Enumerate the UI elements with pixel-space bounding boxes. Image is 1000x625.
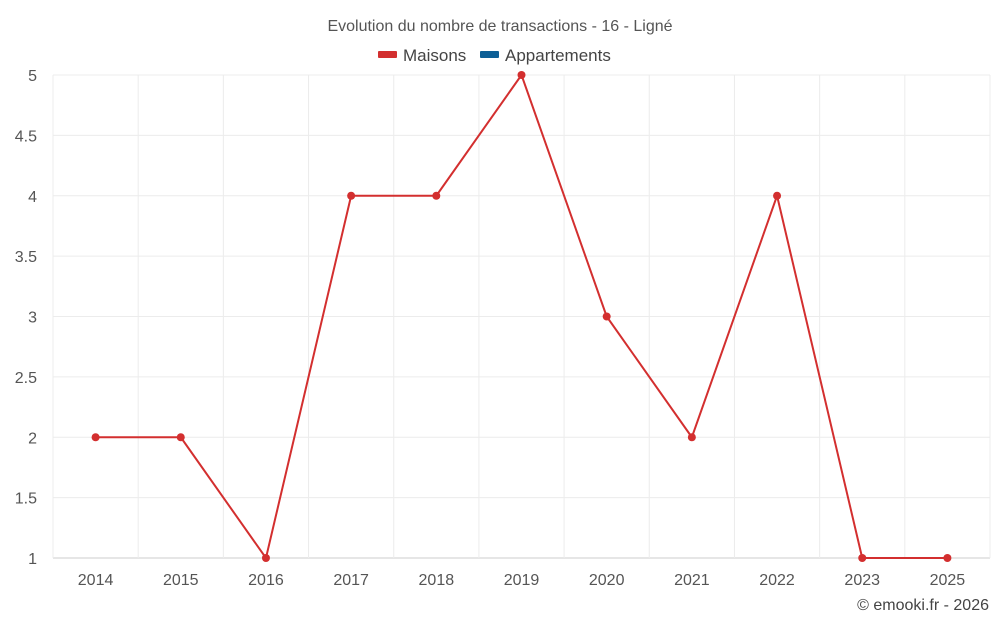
data-point-maisons[interactable] [858,554,867,562]
legend-swatch-appartements [480,51,499,58]
chart-title: Evolution du nombre de transactions - 16… [327,18,672,35]
y-tick-label: 3 [28,310,37,327]
data-point-maisons[interactable] [91,433,100,442]
y-tick-label: 1 [28,551,37,568]
data-point-maisons[interactable] [432,191,441,200]
data-point-maisons[interactable] [687,433,696,442]
grid [52,74,991,559]
y-tick-label: 3.5 [15,249,37,266]
x-tick-label: 2018 [419,572,455,589]
x-tick-label: 2023 [844,572,880,589]
data-point-maisons[interactable] [773,191,782,200]
x-tick-label: 2020 [589,572,625,589]
y-tick-label: 2.5 [15,370,37,387]
x-tick-label: 2015 [163,572,199,589]
y-tick-label: 4 [28,189,37,206]
y-tick-label: 4.5 [15,128,37,145]
x-tick-label: 2019 [504,572,540,589]
y-tick-label: 2 [28,430,37,447]
legend[interactable]: Maisons Appartements [378,46,611,65]
legend-item-appartements[interactable]: Appartements [480,46,611,65]
y-axis-labels: 1 1.5 2 2.5 3 3.5 4 4.5 5 [15,68,37,568]
data-point-maisons[interactable] [943,554,952,562]
data-point-maisons[interactable] [347,191,356,200]
x-tick-label: 2021 [674,572,710,589]
x-axis-labels: 2014 2015 2016 2017 2018 2019 2020 2021 2022 2023… [78,572,966,589]
x-tick-label: 2014 [78,572,114,589]
legend-label-appartements: Appartements [505,46,611,65]
x-tick-label: 2016 [248,572,284,589]
x-tick-label: 2022 [759,572,795,589]
data-point-maisons[interactable] [602,312,611,321]
legend-item-maisons[interactable]: Maisons [378,46,466,65]
data-point-maisons[interactable] [517,71,526,79]
data-point-maisons[interactable] [261,554,270,562]
credit-text[interactable]: © emooki.fr - 2026 [857,597,989,614]
series-layer [91,71,952,562]
y-tick-label: 5 [28,68,37,85]
data-point-maisons[interactable] [176,433,185,442]
x-tick-label: 2025 [930,572,966,589]
legend-swatch-maisons [378,51,397,58]
y-tick-label: 1.5 [15,491,37,508]
legend-label-maisons: Maisons [403,46,466,65]
x-tick-label: 2017 [333,572,369,589]
